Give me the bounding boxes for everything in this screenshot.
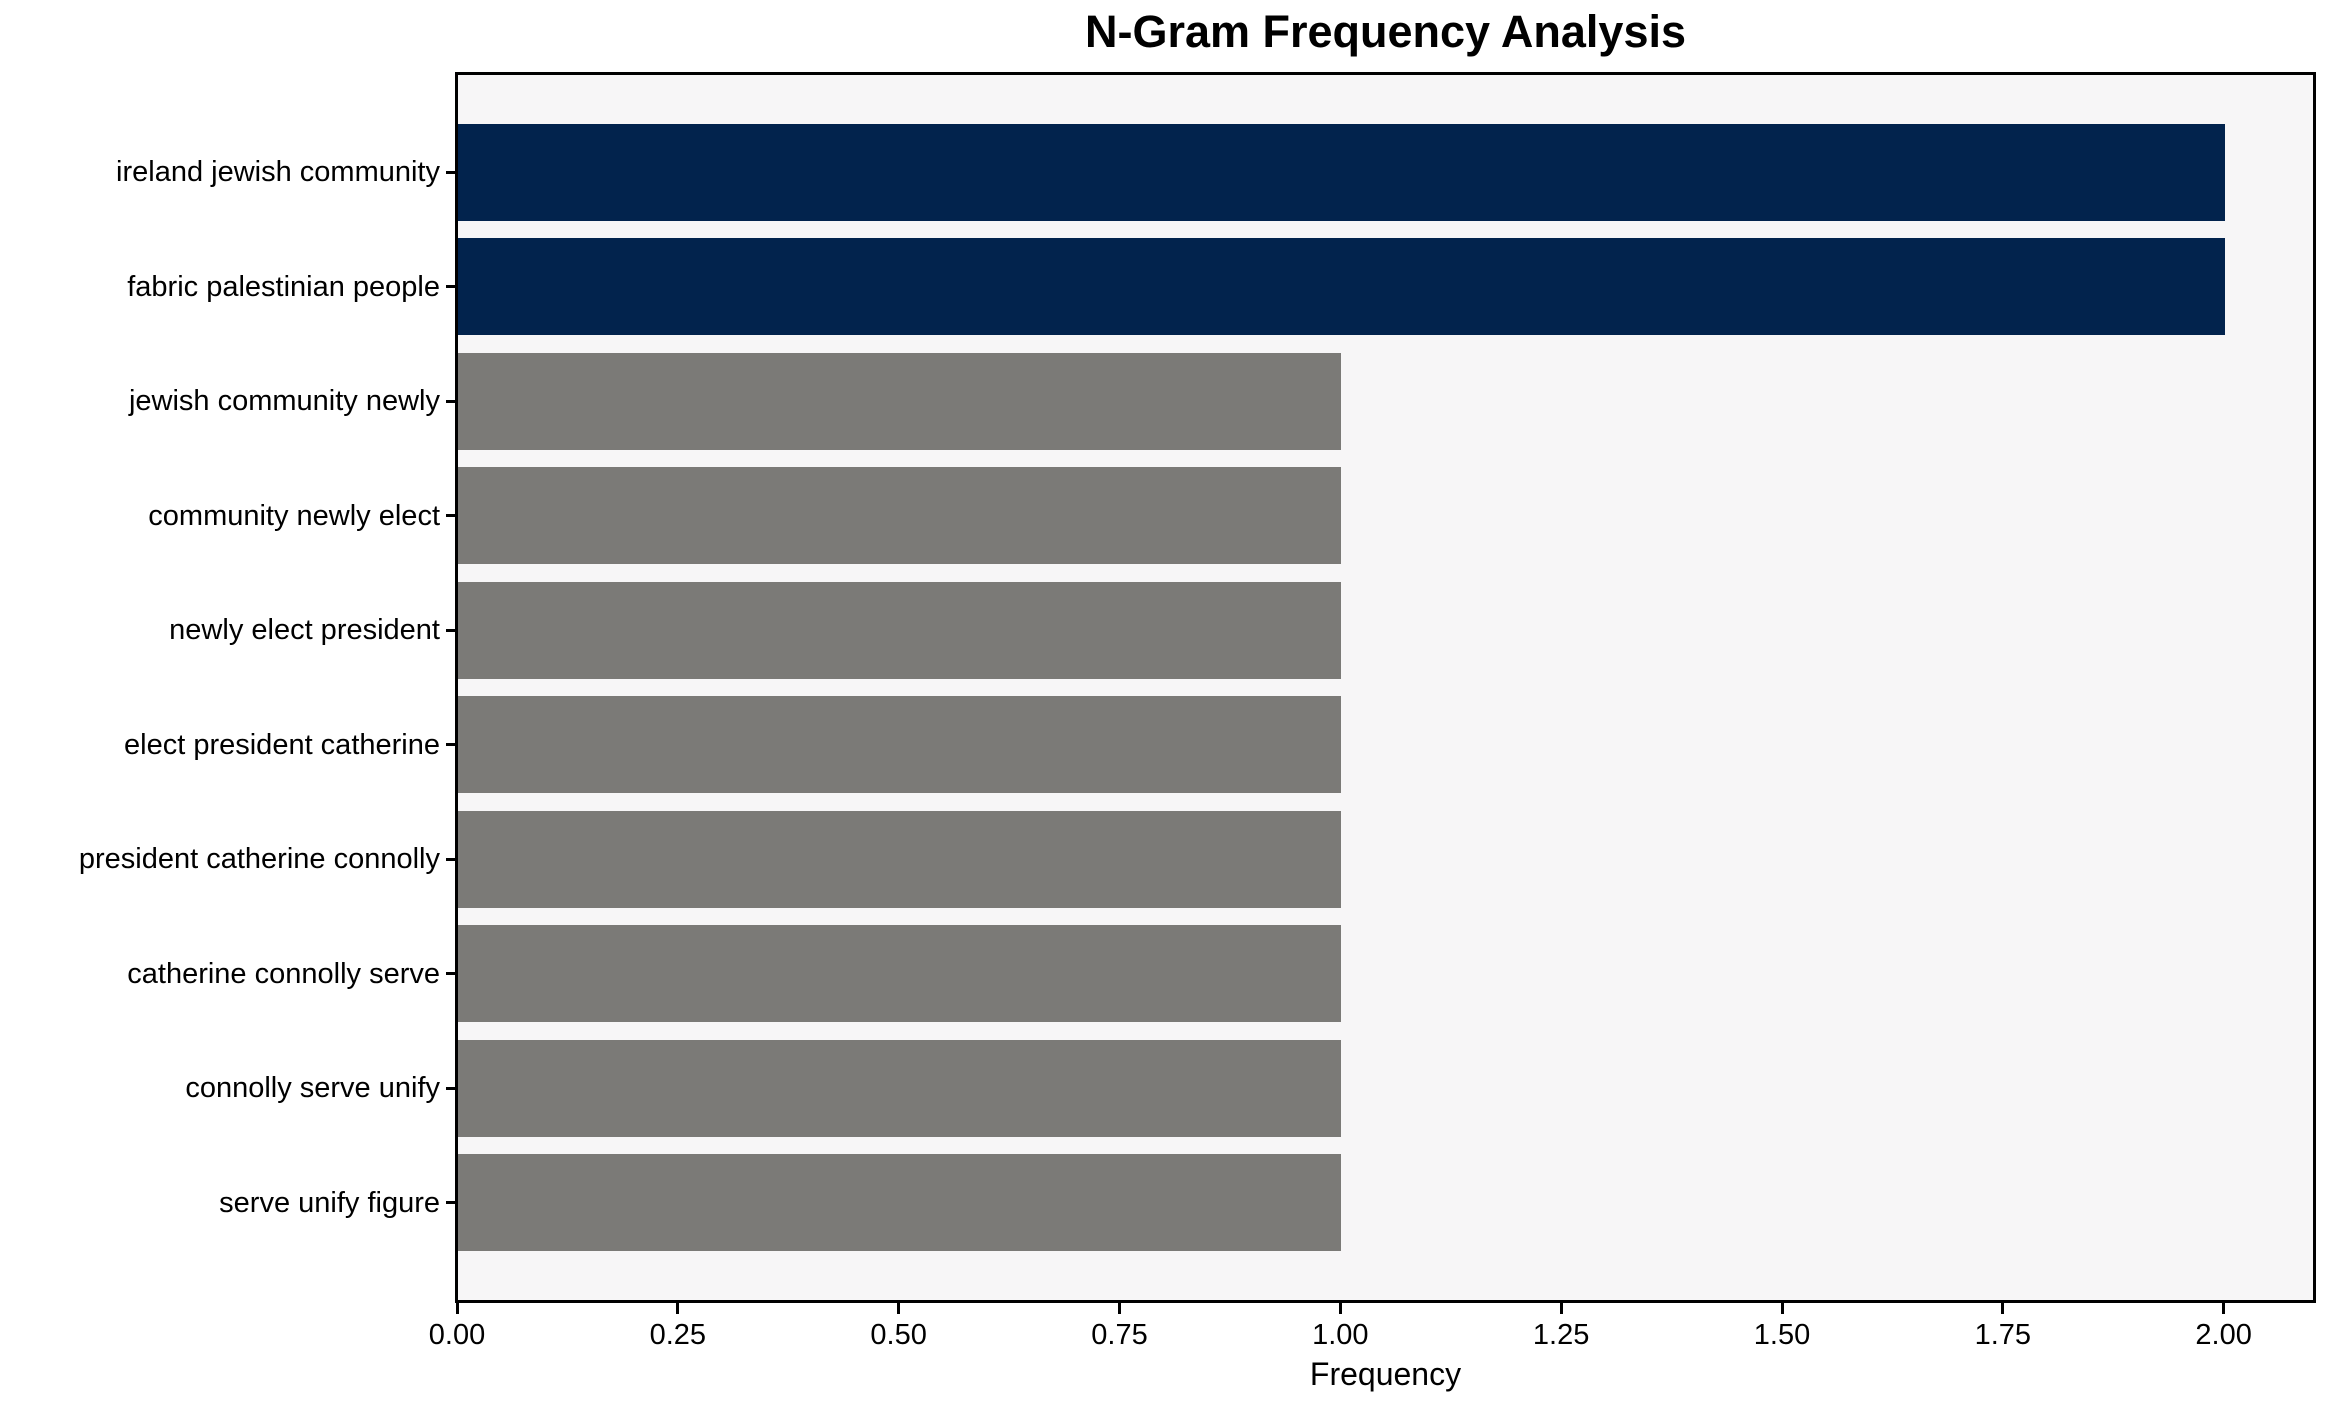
bar-community-newly-elect: [458, 467, 1342, 565]
x-tick-label: 0.75: [1091, 1319, 1148, 1351]
x-tick-mark: [455, 1303, 459, 1314]
y-tick-label: newly elect president: [169, 614, 440, 647]
y-tick-label: fabric palestinian people: [127, 270, 440, 303]
x-tick-mark: [676, 1303, 680, 1314]
bar-president-catherine-connolly: [458, 810, 1342, 908]
x-tick-label: 1.75: [1974, 1319, 2032, 1351]
bar-newly-elect-president: [458, 581, 1342, 679]
x-tick-label: 1.50: [1753, 1319, 1811, 1351]
y-tick-mark: [446, 285, 457, 289]
chart-title: N-Gram Frequency Analysis: [1084, 6, 1687, 57]
y-tick-label: community newly elect: [148, 499, 440, 532]
y-tick-mark: [446, 1201, 457, 1205]
x-tick-mark: [1118, 1303, 1121, 1314]
x-tick-label: 0.00: [428, 1319, 486, 1351]
y-tick-mark: [446, 399, 457, 403]
y-tick-label: connolly serve unify: [185, 1072, 440, 1105]
y-tick-label: ireland jewish community: [116, 156, 440, 189]
y-tick-label: serve unify figure: [219, 1186, 440, 1219]
bar-catherine-connolly-serve: [458, 925, 1342, 1023]
y-tick-mark: [446, 857, 457, 861]
x-tick-mark: [1559, 1303, 1563, 1314]
y-tick-mark: [446, 743, 457, 747]
x-tick-mark: [1338, 1303, 1342, 1314]
x-tick-label: 2.00: [2195, 1319, 2252, 1351]
x-tick-mark: [2222, 1303, 2226, 1314]
x-tick-label: 1.25: [1532, 1319, 1590, 1351]
y-tick-mark: [446, 628, 457, 632]
y-tick-label: catherine connolly serve: [127, 957, 440, 990]
bar-elect-president-catherine: [458, 696, 1342, 794]
y-tick-mark: [446, 170, 457, 174]
bar-fabric-palestinian-people: [458, 238, 2225, 336]
y-tick-label: jewish community newly: [128, 385, 440, 418]
y-tick-label: president catherine connolly: [78, 843, 440, 876]
x-tick-label: 0.50: [870, 1319, 927, 1351]
bar-jewish-community-newly: [458, 352, 1342, 450]
plot-area: [455, 72, 2316, 1303]
bar-connolly-serve-unify: [458, 1039, 1342, 1137]
y-tick-mark: [446, 1086, 457, 1090]
y-tick-mark: [446, 514, 457, 518]
y-tick-mark: [446, 972, 457, 976]
x-tick-mark: [2001, 1303, 2005, 1314]
x-tick-label: 0.25: [649, 1319, 707, 1351]
x-axis: 0.00 0.25 0.50 0.75 1.00 1.25 1.50 1.75 2.00: [429, 1303, 2318, 1383]
bar-serve-unify-figure: [458, 1154, 1342, 1252]
bar-ireland-jewish-community: [458, 123, 2225, 221]
x-tick-mark: [897, 1303, 901, 1314]
x-axis-label: Frequency: [1309, 1356, 1462, 1392]
x-tick-mark: [1780, 1303, 1784, 1314]
x-tick-label: 1.00: [1312, 1319, 1369, 1351]
y-tick-label: elect president catherine: [124, 728, 440, 761]
